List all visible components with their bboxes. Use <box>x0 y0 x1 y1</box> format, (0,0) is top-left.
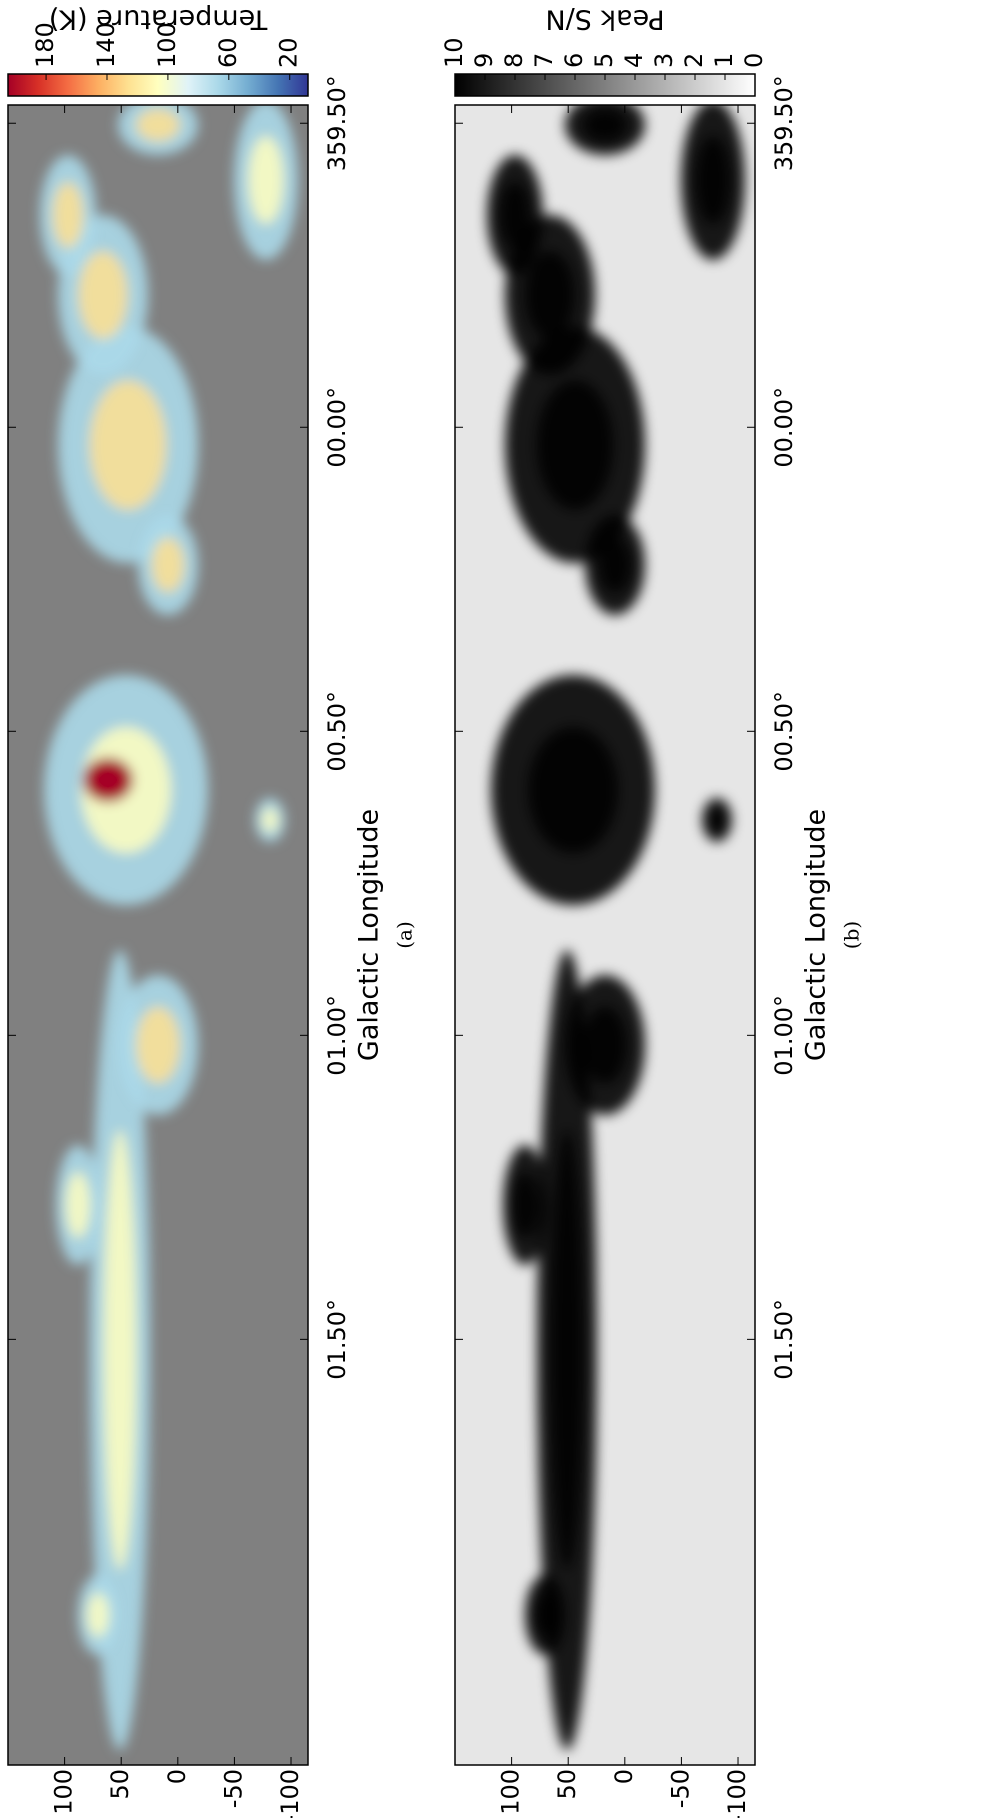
emission-core <box>534 1593 556 1637</box>
y-tick-label: -50 <box>666 1769 694 1808</box>
x-tick-label: 01.50° <box>770 1299 798 1380</box>
colorbar-tick-label: 7 <box>530 53 558 68</box>
emission-core <box>136 1006 180 1084</box>
emission-core <box>65 1172 91 1238</box>
colorbar-tick-label: 4 <box>620 53 648 68</box>
map-frame <box>7 104 309 1766</box>
y-tick-label: -100 <box>723 1769 751 1818</box>
x-axis-label: Galactic Longitude <box>801 809 832 1061</box>
colorbar-tick-label: 9 <box>470 53 498 68</box>
emission-core <box>136 108 180 142</box>
colorbar-tick-label: 20 <box>275 37 303 68</box>
emission-hot <box>83 758 133 802</box>
map-frame <box>454 104 756 1766</box>
emission-core <box>583 108 627 142</box>
x-tick-label: 01.00° <box>770 995 798 1076</box>
y-tick-label: 50 <box>106 1769 134 1800</box>
colorbar-tick-label: 0 <box>740 53 768 68</box>
colorbar-tick-label: 180 <box>31 22 59 68</box>
colorbar-label: Temperature (K) <box>49 4 268 35</box>
colorbar-tick-label: 100 <box>153 22 181 68</box>
x-tick-label: 359.50° <box>770 75 798 171</box>
emission-core <box>499 182 531 248</box>
colorbar-tick-label: 10 <box>440 37 468 68</box>
emission-core <box>695 136 731 224</box>
x-tick-label: 00.00° <box>323 387 351 468</box>
emission-core <box>151 537 185 593</box>
x-tick-label: 01.00° <box>323 995 351 1076</box>
emission-core <box>527 726 619 854</box>
emission-core <box>103 1130 137 1570</box>
emission-core <box>78 251 128 339</box>
colorbar-tick-label: 140 <box>92 22 120 68</box>
x-tick-label: 00.50° <box>323 691 351 772</box>
emission-core <box>583 1006 627 1084</box>
y-tick-label: 0 <box>610 1769 638 1784</box>
emission-core <box>248 136 284 224</box>
y-tick-label: 100 <box>50 1769 78 1815</box>
colorbar-tick-label: 1 <box>710 53 738 68</box>
y-tick-label: -50 <box>219 1769 247 1808</box>
colorbar-tick-label: 5 <box>590 53 618 68</box>
x-tick-label: 359.50° <box>323 75 351 171</box>
x-axis-label: Galactic Longitude <box>354 809 385 1061</box>
y-tick-label: 50 <box>553 1769 581 1800</box>
colorbar-tick-label: 6 <box>560 53 588 68</box>
emission-core <box>512 1172 538 1238</box>
colorbar-tick-label: 2 <box>680 53 708 68</box>
caption: (b) <box>840 921 864 949</box>
x-tick-label: 00.00° <box>770 387 798 468</box>
map-emission <box>40 105 298 1750</box>
colorbar <box>7 73 309 97</box>
caption: (a) <box>393 921 417 949</box>
emission-core <box>89 380 167 510</box>
emission-core <box>52 182 84 248</box>
colorbar-label: Peak S/N <box>545 4 664 35</box>
emission-core <box>87 1593 109 1637</box>
map-emission <box>487 105 745 1750</box>
x-tick-label: 01.50° <box>323 1299 351 1380</box>
emission-core <box>708 807 726 833</box>
emission-core <box>525 251 575 339</box>
x-tick-label: 00.50° <box>770 691 798 772</box>
y-tick-label: -100 <box>276 1769 304 1818</box>
y-tick-label: 100 <box>497 1769 525 1815</box>
emission-core <box>261 807 279 833</box>
colorbar-tick-label: 8 <box>500 53 528 68</box>
colorbar-tick-label: 3 <box>650 53 678 68</box>
y-tick-label: 0 <box>163 1769 191 1784</box>
colorbar-tick-label: 60 <box>214 37 242 68</box>
emission-core <box>550 1130 584 1570</box>
emission-core <box>536 380 614 510</box>
emission-core <box>598 537 632 593</box>
